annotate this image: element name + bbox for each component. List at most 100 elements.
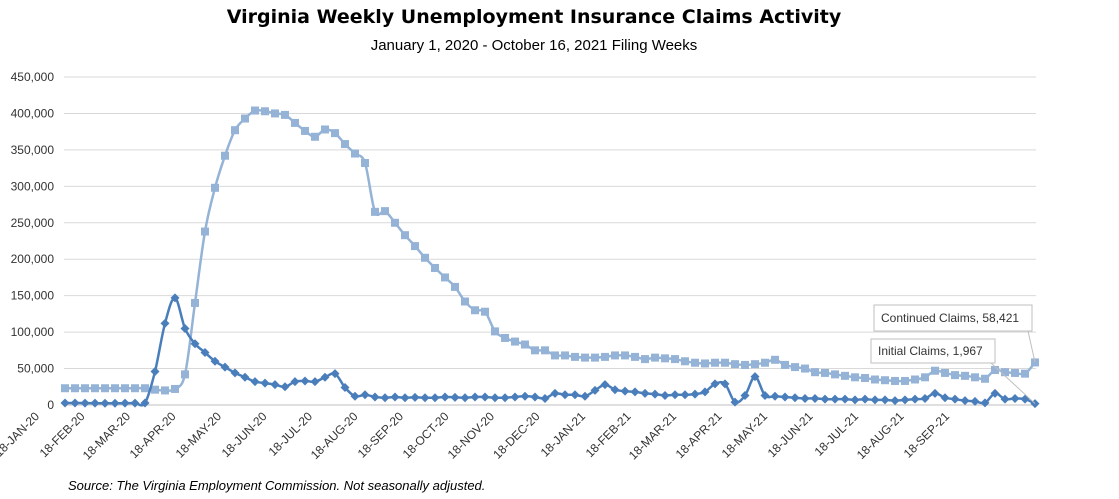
y-tick-label: 300,000: [11, 179, 55, 193]
data-point: [710, 379, 720, 389]
data-point: [980, 398, 990, 408]
data-point: [300, 376, 310, 386]
y-tick-label: 50,000: [17, 362, 54, 376]
data-point: [100, 398, 110, 408]
y-tick-label: 450,000: [11, 70, 55, 84]
data-point: [150, 366, 160, 376]
data-point: [301, 126, 309, 135]
data-point: [430, 393, 440, 403]
x-tick-label: 18-MAR-21: [626, 409, 680, 463]
data-point: [71, 384, 79, 393]
data-point: [690, 389, 700, 399]
data-point: [180, 323, 190, 333]
data-point: [761, 358, 769, 367]
data-point: [490, 393, 500, 403]
data-point: [621, 351, 629, 360]
data-point: [910, 394, 920, 404]
data-point: [450, 392, 460, 402]
data-point: [860, 394, 870, 404]
data-point: [510, 392, 520, 402]
data-point: [130, 398, 140, 408]
data-point: [111, 384, 119, 393]
data-point: [500, 393, 510, 403]
data-point: [81, 384, 89, 393]
data-point: [961, 371, 969, 380]
data-point: [501, 333, 509, 342]
y-tick-label: 150,000: [11, 289, 55, 303]
data-point: [381, 207, 389, 216]
x-tick-label: 18-JUN-21: [765, 409, 816, 460]
data-point: [601, 352, 609, 361]
data-point: [831, 370, 839, 379]
data-point: [850, 395, 860, 405]
data-point: [101, 384, 109, 393]
data-point: [421, 253, 429, 262]
data-point: [280, 382, 290, 392]
data-point: [281, 110, 289, 119]
data-point: [791, 363, 799, 372]
data-point: [250, 377, 260, 387]
data-point: [461, 297, 469, 306]
data-point: [321, 125, 329, 134]
data-point: [320, 372, 330, 382]
data-point: [521, 340, 529, 349]
callout-leader: [990, 362, 1036, 404]
data-point: [851, 373, 859, 382]
data-point: [220, 362, 230, 372]
series-initial-claims: [60, 293, 1040, 409]
data-point: [731, 360, 739, 369]
data-point: [140, 398, 150, 408]
x-tick-label: 18-SEP-21: [901, 409, 953, 461]
data-point: [60, 398, 70, 408]
data-point: [1000, 394, 1010, 404]
end-callouts: Continued Claims, 58,421 Initial Claims, …: [870, 304, 1036, 404]
data-point: [530, 392, 540, 402]
data-point: [680, 390, 690, 400]
data-point: [810, 393, 820, 403]
data-point: [921, 373, 929, 382]
data-point: [531, 346, 539, 355]
data-point: [951, 371, 959, 380]
data-point: [390, 392, 400, 402]
data-point: [771, 355, 779, 364]
data-point: [861, 374, 869, 383]
data-point: [730, 397, 740, 407]
data-point: [520, 391, 530, 401]
data-point: [610, 385, 620, 395]
data-point: [950, 394, 960, 404]
data-point: [190, 339, 200, 349]
data-point: [331, 129, 339, 138]
data-point: [1011, 368, 1019, 377]
data-point: [931, 366, 939, 375]
y-tick-label: 350,000: [11, 143, 55, 157]
data-point: [641, 355, 649, 364]
data-point: [1001, 368, 1009, 377]
data-point: [911, 375, 919, 384]
data-point: [131, 384, 139, 393]
data-point: [870, 395, 880, 405]
data-point: [820, 394, 830, 404]
chart-subtitle: January 1, 2020 - October 16, 2021 Filin…: [370, 37, 698, 54]
data-point: [900, 395, 910, 405]
data-point: [830, 394, 840, 404]
data-point: [330, 369, 340, 379]
data-point: [920, 393, 930, 403]
data-point: [411, 242, 419, 251]
data-point: [580, 391, 590, 401]
data-point: [940, 393, 950, 403]
x-tick-label: 18-MAY-20: [173, 409, 225, 461]
data-point: [880, 395, 890, 405]
x-tick-label: 18-MAR-20: [80, 409, 134, 463]
data-point: [540, 393, 550, 403]
data-point: [901, 376, 909, 385]
data-point: [841, 371, 849, 380]
x-tick-label: 18-APR-21: [673, 409, 725, 461]
data-point: [201, 227, 209, 236]
data-point: [251, 106, 259, 115]
data-point: [451, 282, 459, 291]
data-point: [780, 392, 790, 402]
data-point: [91, 384, 99, 393]
data-point: [110, 398, 120, 408]
data-point: [210, 356, 220, 366]
data-point: [160, 318, 170, 328]
